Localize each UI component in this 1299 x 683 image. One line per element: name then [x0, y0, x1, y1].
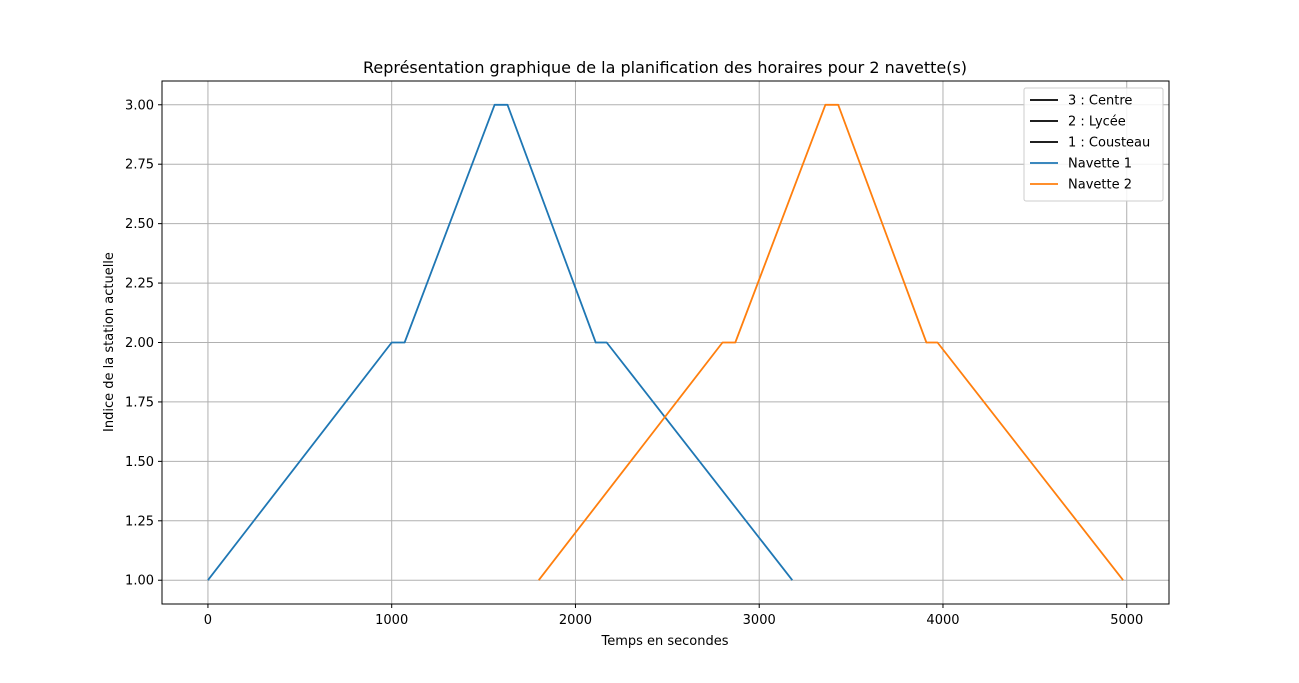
legend-label: 3 : Centre: [1068, 94, 1132, 109]
series-line-navette-1: [207, 103, 794, 581]
legend-label: Navette 2: [1068, 178, 1132, 193]
x-tick-label: 3000: [743, 613, 776, 628]
series-line-navette-2: [537, 103, 1124, 581]
legend-label: 1 : Cousteau: [1068, 136, 1150, 151]
y-tick-label: 1.25: [125, 514, 154, 529]
chart-title: Représentation graphique de la planifica…: [363, 58, 967, 77]
y-tick-label: 3.00: [125, 98, 154, 113]
y-tick-label: 2.00: [125, 336, 154, 351]
x-tick-label: 0: [204, 613, 212, 628]
y-tick-label: 1.00: [125, 574, 154, 589]
y-tick-label: 2.25: [125, 277, 154, 292]
x-axis-label: Temps en secondes: [600, 634, 728, 649]
legend-label: Navette 1: [1068, 157, 1132, 172]
y-axis: 1.00 1.25 1.50 1.75 2.00 2.25 2.50 2.75 3.00: [125, 98, 162, 589]
x-tick-label: 2000: [559, 613, 592, 628]
y-tick-label: 1.50: [125, 455, 154, 470]
x-tick-label: 4000: [926, 613, 959, 628]
grid: [162, 81, 1169, 604]
legend-box: [1023, 87, 1164, 202]
y-tick-label: 2.75: [125, 158, 154, 173]
y-axis-label: Indice de la station actuelle: [102, 252, 117, 432]
legend-label: 2 : Lycée: [1068, 115, 1126, 130]
x-tick-label: 1000: [375, 613, 408, 628]
series-layer: [207, 103, 1124, 581]
y-tick-label: 2.50: [125, 217, 154, 232]
x-tick-label: 5000: [1110, 613, 1143, 628]
y-tick-label: 1.75: [125, 395, 154, 410]
x-axis: 0 1000 2000 3000 4000 5000: [204, 604, 1143, 628]
legend: 3 : Centre 2 : Lycée 1 : Cousteau Navette 1…: [1023, 87, 1164, 202]
